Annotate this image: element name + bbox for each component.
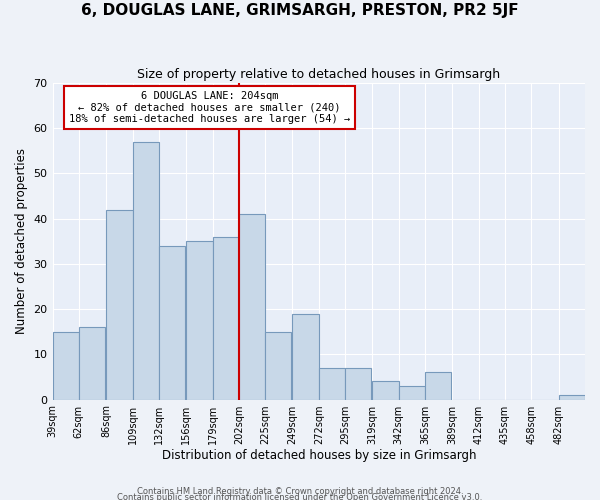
Bar — [399, 386, 425, 400]
Bar — [345, 368, 371, 400]
Text: 6 DOUGLAS LANE: 204sqm
← 82% of detached houses are smaller (240)
18% of semi-de: 6 DOUGLAS LANE: 204sqm ← 82% of detached… — [69, 91, 350, 124]
Text: 6, DOUGLAS LANE, GRIMSARGH, PRESTON, PR2 5JF: 6, DOUGLAS LANE, GRIMSARGH, PRESTON, PR2… — [81, 2, 519, 18]
Bar — [212, 237, 239, 400]
Text: Contains public sector information licensed under the Open Government Licence v3: Contains public sector information licen… — [118, 492, 482, 500]
Bar — [559, 395, 585, 400]
Bar — [106, 210, 133, 400]
Bar — [159, 246, 185, 400]
Bar — [53, 332, 79, 400]
Title: Size of property relative to detached houses in Grimsargh: Size of property relative to detached ho… — [137, 68, 500, 80]
Bar — [79, 327, 105, 400]
Y-axis label: Number of detached properties: Number of detached properties — [15, 148, 28, 334]
Bar — [319, 368, 345, 400]
Bar — [239, 214, 265, 400]
Text: Contains HM Land Registry data © Crown copyright and database right 2024.: Contains HM Land Registry data © Crown c… — [137, 487, 463, 496]
Bar — [425, 372, 451, 400]
Bar — [373, 382, 399, 400]
Bar — [186, 242, 212, 400]
Bar — [133, 142, 159, 400]
X-axis label: Distribution of detached houses by size in Grimsargh: Distribution of detached houses by size … — [161, 450, 476, 462]
Bar — [292, 314, 319, 400]
Bar — [265, 332, 292, 400]
